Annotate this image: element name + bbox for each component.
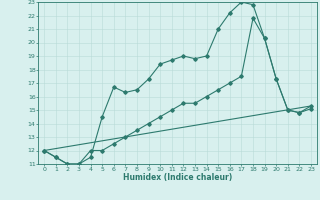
X-axis label: Humidex (Indice chaleur): Humidex (Indice chaleur) xyxy=(123,173,232,182)
